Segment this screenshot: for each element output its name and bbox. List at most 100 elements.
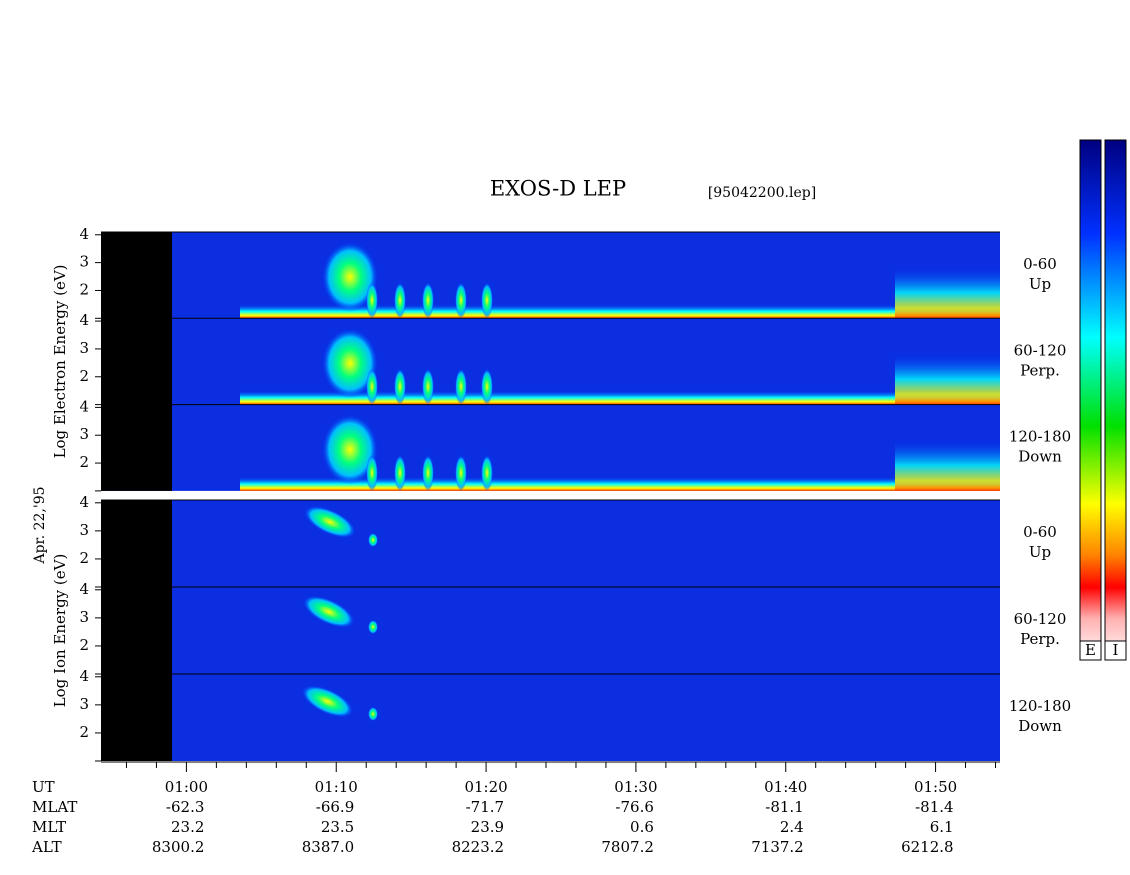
orbit-value: -62.3 (166, 798, 204, 816)
channel-label: 60-120 (1014, 610, 1067, 628)
burst (322, 414, 378, 485)
no-data-strip (101, 587, 172, 674)
color-bar (1079, 139, 1102, 661)
orbit-label: MLAT (32, 798, 77, 816)
y-tick-label: 4 (79, 493, 89, 511)
file-label: [95042200.lep] (708, 185, 816, 201)
color-bar-label-box (1104, 640, 1127, 661)
channel-label: 0-60 (1023, 255, 1057, 273)
y-tick-label: 2 (79, 723, 89, 741)
no-data-strip (101, 404, 172, 491)
no-data-strip (101, 674, 172, 761)
y-tick-label: 3 (79, 521, 89, 539)
no-data-strip (101, 232, 172, 319)
y-tick-label: 2 (79, 280, 89, 298)
orbit-value: 2.4 (780, 818, 804, 836)
y-tick-label: 3 (79, 608, 89, 626)
x-tick-label: 01:30 (614, 778, 657, 796)
y-tick-label: 4 (79, 311, 89, 329)
y-tick-label: 2 (79, 367, 89, 385)
orbit-value: -81.1 (765, 798, 803, 816)
burst (481, 454, 493, 491)
y-tick-label: 3 (79, 695, 89, 713)
color-bar-label-box (1079, 640, 1102, 661)
x-tick-label: 01:10 (315, 778, 358, 796)
orbit-value: 6212.8 (901, 838, 954, 856)
spectrogram-background (101, 500, 1000, 587)
y-tick-label: 3 (79, 253, 89, 271)
spectrogram-background (101, 587, 1000, 674)
orbit-value: 7807.2 (601, 838, 654, 856)
direction-label: Perp. (1020, 630, 1060, 648)
no-data-strip (101, 500, 172, 587)
y-tick-label: 2 (79, 549, 89, 567)
burst (366, 368, 378, 405)
y-tick-label: 4 (79, 225, 89, 243)
burst (322, 328, 378, 399)
orbit-value: 8387.0 (302, 838, 355, 856)
spectrogram-background (101, 232, 1000, 319)
direction-label: Up (1029, 275, 1051, 293)
y-tick-label: 4 (79, 667, 89, 685)
burst (368, 707, 378, 721)
burst (394, 282, 406, 319)
orbit-value: 23.2 (171, 818, 204, 836)
y-tick-label: 4 (79, 580, 89, 598)
y-axis-label: Log Ion Energy (eV) (51, 554, 69, 708)
orbit-value: 23.5 (321, 818, 354, 836)
orbit-label: MLT (32, 818, 66, 836)
burst (394, 454, 406, 491)
y-tick-label: 2 (79, 636, 89, 654)
x-tick-label: 01:20 (464, 778, 507, 796)
color-bar (1104, 139, 1127, 661)
orbit-value: -66.9 (316, 798, 354, 816)
late-band (895, 353, 1000, 405)
y-tick-label: 3 (79, 339, 89, 357)
burst (422, 454, 434, 491)
direction-label: Up (1029, 543, 1051, 561)
orbit-value: 23.9 (471, 818, 504, 836)
x-tick-label: 01:50 (914, 778, 957, 796)
burst (368, 620, 378, 634)
date-label: Apr. 22,'95 (32, 486, 48, 564)
burst (455, 282, 467, 319)
x-tick-label: 01:00 (165, 778, 208, 796)
late-band (895, 439, 1000, 491)
separator (101, 491, 1000, 499)
orbit-value: -81.4 (915, 798, 953, 816)
orbit-value: 6.1 (930, 818, 954, 836)
spectrogram-background (101, 674, 1000, 761)
time-label: UT (32, 778, 55, 796)
y-tick-label: 2 (79, 453, 89, 471)
x-tick-label: 01:40 (764, 778, 807, 796)
burst (394, 368, 406, 405)
orbit-value: 7137.2 (751, 838, 804, 856)
color-bar-label: E (1085, 641, 1096, 659)
orbit-value: 0.6 (630, 818, 654, 836)
y-tick-label: 3 (79, 425, 89, 443)
burst (422, 282, 434, 319)
spectrogram-background (101, 318, 1000, 405)
burst (366, 282, 378, 319)
burst (302, 595, 355, 628)
channel-label: 0-60 (1023, 523, 1057, 541)
burst (455, 368, 467, 405)
burst (301, 685, 354, 718)
burst (322, 242, 378, 312)
channel-label: 60-120 (1014, 341, 1067, 359)
burst (422, 368, 434, 405)
orbit-value: -76.6 (615, 798, 653, 816)
burst (366, 454, 378, 491)
orbit-value: 8223.2 (452, 838, 505, 856)
orbit-label: ALT (31, 838, 62, 856)
channel-label: 120-180 (1009, 697, 1071, 715)
direction-label: Down (1018, 717, 1062, 735)
direction-label: Down (1018, 448, 1062, 466)
spectrogram-background (101, 404, 1000, 491)
chart-title: EXOS-D LEP (490, 177, 626, 201)
y-axis-label: Log Electron Energy (eV) (51, 264, 69, 458)
y-tick-label: 4 (79, 397, 89, 415)
channel-label: 120-180 (1009, 428, 1071, 446)
